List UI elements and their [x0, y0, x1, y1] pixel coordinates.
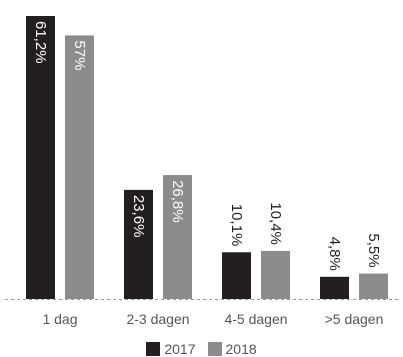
bar-2018-3 [359, 273, 388, 299]
bar-value-label-2018-2: 10,4% [267, 202, 284, 245]
bar-2018-0 [65, 35, 94, 299]
legend-item-2017: 2017 [146, 341, 196, 357]
bar-value-label-2017-0: 61,2% [32, 21, 49, 64]
legend-item-2018: 2018 [207, 341, 257, 357]
category-label-3: >5 dagen [325, 311, 384, 327]
legend-label-2018: 2018 [225, 341, 257, 357]
bar-2018-2 [261, 250, 290, 299]
legend-swatch-2017 [146, 342, 161, 356]
bar-2017-1 [124, 189, 153, 299]
category-label-2: 4-5 dagen [224, 311, 287, 327]
bar-2017-2 [222, 252, 251, 299]
bar-value-label-2018-0: 57% [71, 40, 88, 70]
bar-value-label-2017-3: 4,8% [326, 237, 343, 271]
bar-value-label-2017-2: 10,1% [228, 204, 245, 247]
legend: 2017 2018 [0, 341, 403, 357]
bar-value-label-2018-3: 5,5% [365, 233, 382, 267]
legend-swatch-2018 [207, 342, 222, 356]
bar-value-label-2018-1: 26,8% [169, 180, 186, 223]
category-label-0: 1 dag [42, 311, 77, 327]
bar-2018-1 [163, 175, 192, 299]
legend-label-2017: 2017 [164, 341, 196, 357]
bar-2017-3 [320, 276, 349, 299]
bar-value-label-2017-1: 23,6% [130, 195, 147, 238]
bar-2017-0 [26, 16, 55, 299]
category-label-1: 2-3 dagen [126, 311, 189, 327]
